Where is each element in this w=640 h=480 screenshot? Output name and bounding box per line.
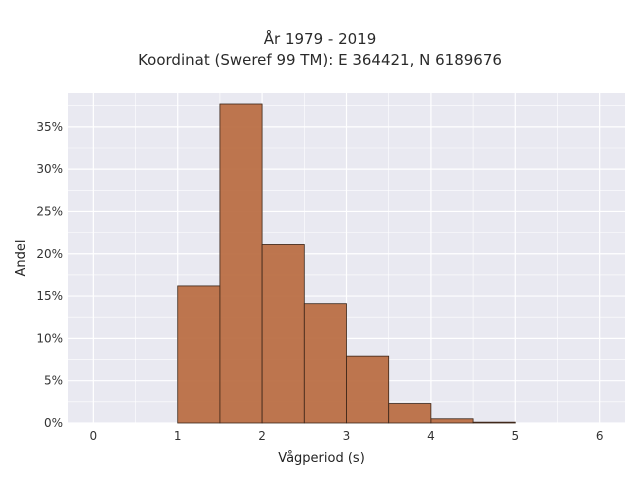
y-tick-label: 35% bbox=[36, 120, 63, 134]
y-tick-label: 10% bbox=[36, 331, 63, 345]
y-tick-label: 5% bbox=[44, 374, 63, 388]
histogram-bar bbox=[219, 103, 263, 424]
x-tick-label: 5 bbox=[511, 429, 519, 443]
histogram-bar bbox=[346, 355, 390, 424]
histogram-bar bbox=[261, 244, 305, 424]
x-axis-ticks: 0 1 2 3 4 5 6 bbox=[89, 429, 603, 443]
y-tick-label: 30% bbox=[36, 162, 63, 176]
x-tick-label: 2 bbox=[258, 429, 266, 443]
x-tick-label: 0 bbox=[89, 429, 97, 443]
x-tick-label: 1 bbox=[174, 429, 182, 443]
chart-title: År 1979 - 2019 bbox=[263, 30, 377, 48]
y-tick-label: 25% bbox=[36, 204, 63, 218]
histogram-bar bbox=[303, 303, 347, 424]
histogram-bar bbox=[388, 403, 432, 424]
x-tick-label: 6 bbox=[596, 429, 604, 443]
y-tick-label: 20% bbox=[36, 247, 63, 261]
x-axis-label: Vågperiod (s) bbox=[278, 451, 365, 466]
y-tick-label: 0% bbox=[44, 416, 63, 430]
y-axis-label: Andel bbox=[14, 240, 29, 277]
x-tick-label: 3 bbox=[343, 429, 351, 443]
y-axis-ticks: 0% 5% 10% 15% 20% 25% 30% 35% bbox=[36, 120, 63, 430]
chart-subtitle: Koordinat (Sweref 99 TM): E 364421, N 61… bbox=[138, 51, 502, 69]
histogram-bar bbox=[177, 285, 221, 424]
x-tick-label: 4 bbox=[427, 429, 435, 443]
y-tick-label: 15% bbox=[36, 289, 63, 303]
histogram-bar bbox=[472, 421, 516, 424]
histogram-bar bbox=[430, 418, 474, 424]
histogram-bars bbox=[177, 103, 516, 424]
